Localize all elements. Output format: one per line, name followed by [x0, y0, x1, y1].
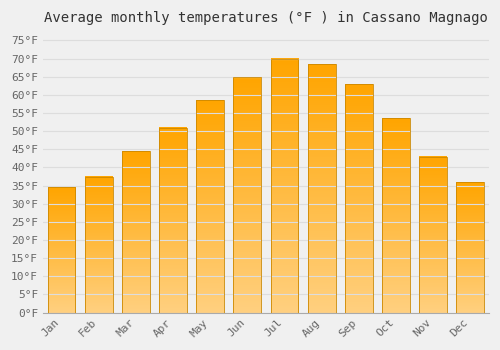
- Title: Average monthly temperatures (°F ) in Cassano Magnago: Average monthly temperatures (°F ) in Ca…: [44, 11, 488, 25]
